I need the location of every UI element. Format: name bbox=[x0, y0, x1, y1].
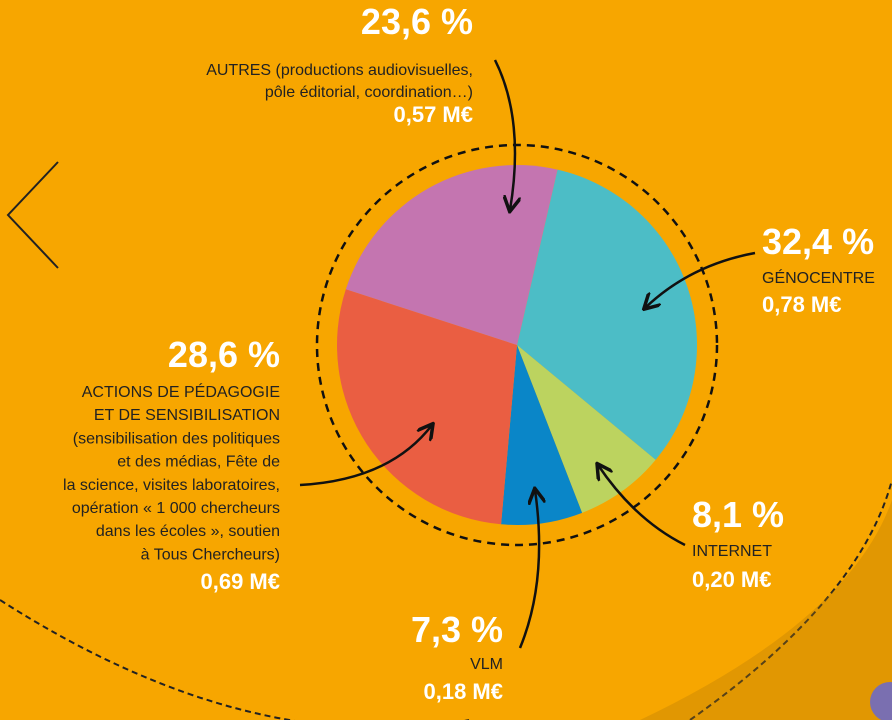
shadow bbox=[640, 500, 892, 720]
arrow bbox=[598, 465, 686, 547]
category-label: et des médias, Fête de bbox=[117, 454, 280, 471]
pie-slice bbox=[517, 345, 656, 513]
category-label: à Tous Chercheurs) bbox=[141, 546, 280, 563]
amount-label: 0,18 M€ bbox=[424, 679, 504, 704]
category-label: dans les écoles », soutien bbox=[96, 523, 280, 540]
category-label: GÉNOCENTRE bbox=[762, 268, 875, 287]
pie-slice bbox=[501, 345, 583, 525]
category-label: pôle éditorial, coordination…) bbox=[265, 84, 473, 101]
pie-slice bbox=[336, 289, 517, 525]
category-label: ET DE SENSIBILISATION bbox=[94, 407, 280, 424]
category-label: ACTIONS DE PÉDAGOGIE bbox=[82, 382, 280, 401]
category-label: AUTRES (productions audiovisuelles, bbox=[206, 62, 473, 79]
arrow bbox=[645, 251, 756, 308]
category-label: VLM bbox=[470, 656, 503, 673]
arrow bbox=[493, 59, 515, 210]
percent-label: 7,3 % bbox=[411, 609, 503, 650]
amount-label: 0,69 M€ bbox=[201, 569, 281, 594]
amount-label: 0,57 M€ bbox=[394, 102, 474, 127]
percent-label: 23,6 % bbox=[361, 1, 473, 42]
category-label: la science, visites laboratoires, bbox=[63, 477, 280, 494]
arrow bbox=[518, 490, 539, 649]
amount-label: 0,78 M€ bbox=[762, 292, 842, 317]
arrow bbox=[299, 425, 432, 487]
percent-label: 8,1 % bbox=[692, 494, 784, 535]
outer-dashed-curve bbox=[0, 479, 892, 720]
pie-slice bbox=[517, 169, 698, 460]
arrows bbox=[299, 59, 756, 649]
category-label: opération « 1 000 chercheurs bbox=[72, 500, 280, 517]
dashed-ring bbox=[315, 143, 719, 547]
percent-label: 28,6 % bbox=[168, 334, 280, 375]
category-label: (sensibilisation des politiques bbox=[73, 430, 280, 447]
percent-label: 32,4 % bbox=[762, 221, 874, 262]
prev-chevron[interactable] bbox=[6, 161, 59, 269]
nav-dot[interactable] bbox=[870, 682, 892, 720]
amount-label: 0,20 M€ bbox=[692, 567, 772, 592]
category-label: INTERNET bbox=[692, 543, 772, 560]
